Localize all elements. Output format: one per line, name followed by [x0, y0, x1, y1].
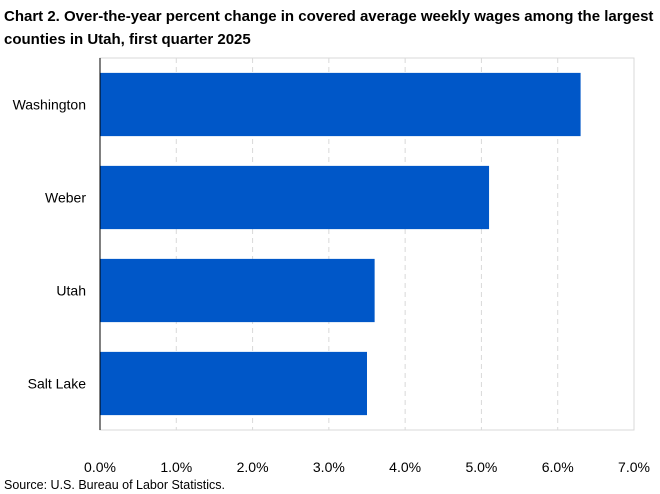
- source-note: Source: U.S. Bureau of Labor Statistics.: [4, 478, 225, 492]
- chart-title: Chart 2. Over-the-year percent change in…: [4, 8, 654, 48]
- x-tick-label: 6.0%: [542, 459, 574, 475]
- x-tick-label: 0.0%: [84, 459, 116, 475]
- bar: [100, 258, 375, 323]
- y-category-label: Utah: [56, 283, 86, 299]
- y-axis-labels: Washington Weber Utah Salt Lake: [13, 97, 87, 392]
- bar: [100, 165, 490, 230]
- bar: [100, 351, 367, 416]
- bars: [100, 72, 581, 416]
- x-tick-label: 4.0%: [389, 459, 421, 475]
- x-tick-label: 2.0%: [237, 459, 269, 475]
- x-tick-label: 5.0%: [465, 459, 497, 475]
- bar: [100, 72, 581, 137]
- y-category-label: Salt Lake: [28, 376, 87, 392]
- y-category-label: Washington: [13, 97, 86, 113]
- y-category-label: Weber: [45, 190, 86, 206]
- x-tick-label: 1.0%: [160, 459, 192, 475]
- x-tick-label: 7.0%: [618, 459, 650, 475]
- x-tick-label: 3.0%: [313, 459, 345, 475]
- x-axis-labels: 0.0% 1.0% 2.0% 3.0% 4.0% 5.0% 6.0% 7.0%: [84, 459, 650, 475]
